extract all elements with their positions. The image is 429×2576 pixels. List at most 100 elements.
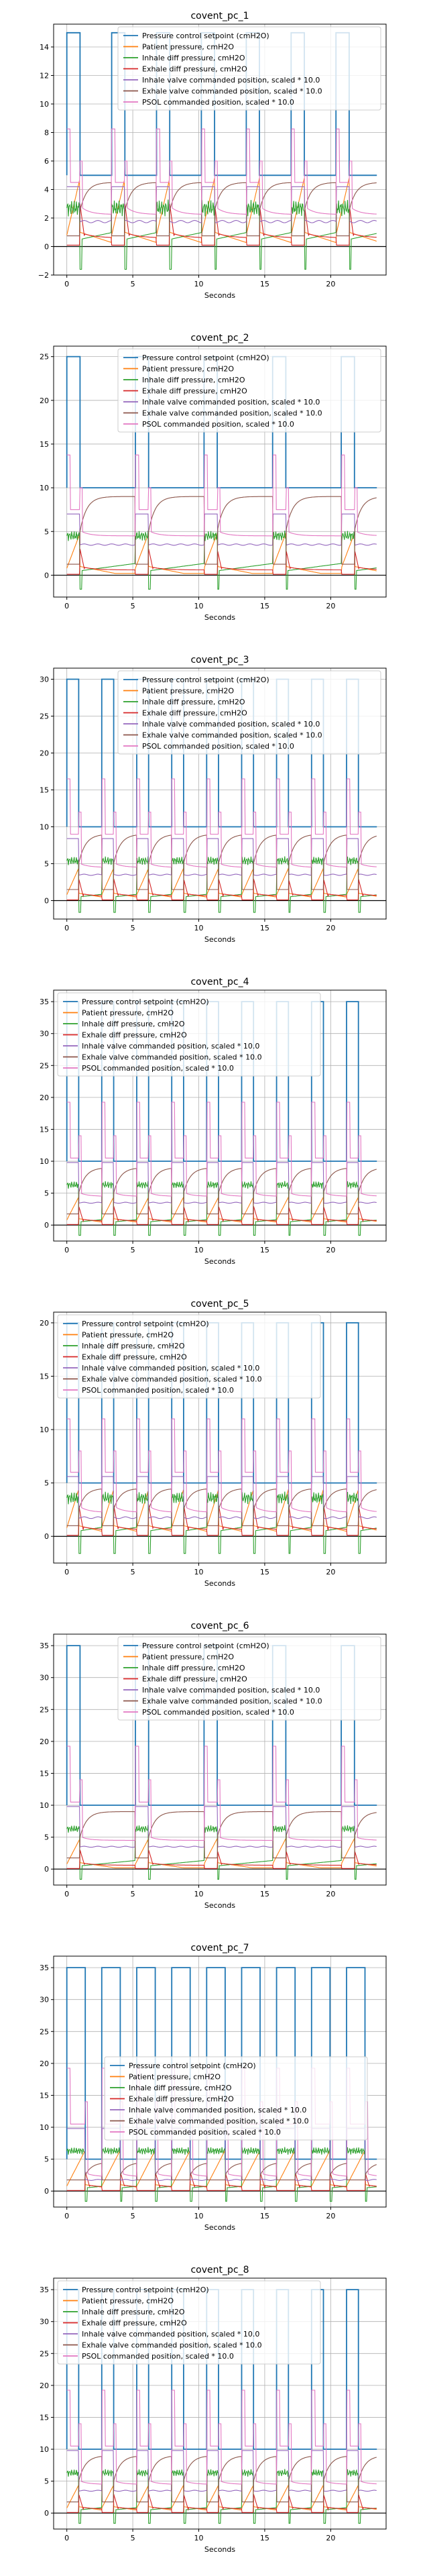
chart-panel: covent_pc_8 0 5 10 15 20 0 5 10 15 20 25 30 35 Seconds… bbox=[40, 2265, 387, 2554]
series-line-inval bbox=[66, 838, 377, 876]
series-line-inval bbox=[66, 1162, 377, 1204]
x-tick-label: 10 bbox=[194, 280, 204, 288]
x-tick-label: 5 bbox=[131, 1246, 135, 1254]
legend-entry: Pressure control setpoint (cmH2O) bbox=[82, 1320, 209, 1328]
y-tick-label: 2 bbox=[44, 214, 49, 223]
x-tick-label: 10 bbox=[194, 1890, 204, 1898]
y-tick-label: 10 bbox=[40, 2445, 49, 2454]
series-line-exhale bbox=[66, 1504, 377, 1536]
chart-panel: covent_pc_2 0 5 10 15 20 0 5 10 15 20 25 Seconds Pres… bbox=[40, 333, 387, 622]
x-axis-label: Seconds bbox=[204, 1579, 235, 1588]
y-tick-label: 10 bbox=[40, 1801, 49, 1810]
series-line-exval bbox=[66, 182, 377, 237]
y-tick-label: 25 bbox=[40, 2027, 49, 2036]
y-tick-label: 0 bbox=[44, 243, 49, 252]
legend-entry: Pressure control setpoint (cmH2O) bbox=[142, 676, 269, 684]
x-tick-label: 15 bbox=[260, 602, 269, 610]
chart-title: covent_pc_4 bbox=[190, 977, 249, 987]
legend-box bbox=[117, 1636, 381, 1721]
y-tick-label: 10 bbox=[40, 100, 49, 109]
y-tick-label: 10 bbox=[40, 1157, 49, 1166]
y-tick-label: 12 bbox=[40, 72, 49, 80]
legend-entry: Inhale diff pressure, cmH2O bbox=[82, 2308, 185, 2316]
plot-frame bbox=[53, 1633, 387, 1886]
y-tick-label: 35 bbox=[40, 1964, 49, 1972]
y-tick-label: 5 bbox=[44, 527, 49, 536]
legend-entry: Exhale diff pressure, cmH2O bbox=[142, 387, 247, 396]
legend-entry: Exhale diff pressure, cmH2O bbox=[142, 65, 247, 74]
y-tick-label: 10 bbox=[40, 823, 49, 832]
y-tick-label: 20 bbox=[40, 2381, 49, 2390]
y-tick-label: 15 bbox=[40, 1125, 49, 1134]
legend-entry: Pressure control setpoint (cmH2O) bbox=[82, 998, 209, 1006]
legend-entry: Pressure control setpoint (cmH2O) bbox=[82, 2286, 209, 2294]
y-tick-label: 35 bbox=[40, 2286, 49, 2294]
legend-entry: Inhale valve commanded position, scaled … bbox=[82, 1364, 259, 1373]
y-tick-label: 15 bbox=[40, 2091, 49, 2100]
series-line-inhale bbox=[66, 856, 377, 913]
chart-panel: covent_pc_3 0 5 10 15 20 0 5 10 15 20 25 30 Seconds Pr… bbox=[40, 655, 387, 944]
x-axis-label: Seconds bbox=[204, 291, 235, 300]
legend-entry: Inhale valve commanded position, scaled … bbox=[142, 1686, 320, 1695]
y-tick-label: 30 bbox=[40, 1030, 49, 1038]
series-line-exval bbox=[66, 496, 377, 565]
y-tick-label: 20 bbox=[40, 396, 49, 405]
series-line-setpoint bbox=[66, 1967, 377, 2160]
y-tick-label: 20 bbox=[40, 1093, 49, 1102]
legend-entry: Inhale valve commanded position, scaled … bbox=[142, 720, 320, 729]
x-tick-label: 15 bbox=[260, 1246, 269, 1254]
x-tick-label: 10 bbox=[194, 1246, 204, 1254]
x-tick-label: 0 bbox=[64, 2534, 69, 2542]
chart-title: covent_pc_1 bbox=[190, 11, 249, 21]
legend-entry: Exhale valve commanded position, scaled … bbox=[82, 1375, 262, 1384]
legend-entry: Exhale diff pressure, cmH2O bbox=[142, 1675, 247, 1684]
x-tick-label: 15 bbox=[260, 1568, 269, 1576]
y-tick-label: 5 bbox=[44, 860, 49, 869]
x-tick-label: 10 bbox=[194, 924, 204, 932]
x-tick-label: 5 bbox=[131, 924, 135, 932]
legend-entry: Pressure control setpoint (cmH2O) bbox=[129, 2061, 256, 2070]
x-axis-label: Seconds bbox=[204, 2223, 235, 2232]
x-axis-label: Seconds bbox=[204, 613, 235, 622]
legend-entry: Exhale valve commanded position, scaled … bbox=[142, 87, 322, 96]
legend-entry: Patient pressure, cmH2O bbox=[142, 687, 234, 696]
legend-entry: Patient pressure, cmH2O bbox=[142, 1653, 234, 1662]
chart-panel: covent_pc_7 0 5 10 15 20 0 5 10 15 20 25 30 35 Seconds… bbox=[40, 1943, 387, 2232]
x-tick-label: 20 bbox=[326, 924, 335, 932]
legend-box bbox=[117, 348, 381, 433]
x-tick-label: 0 bbox=[64, 2212, 69, 2220]
series-line-psol bbox=[66, 2390, 377, 2485]
legend-entry: Inhale valve commanded position, scaled … bbox=[142, 76, 320, 85]
series-line-inhale bbox=[66, 1825, 377, 1880]
x-tick-label: 5 bbox=[131, 1890, 135, 1898]
y-tick-label: 20 bbox=[40, 2059, 49, 2068]
x-axis-label: Seconds bbox=[204, 2545, 235, 2554]
legend-box bbox=[57, 2280, 321, 2365]
legend-entry: Inhale diff pressure, cmH2O bbox=[129, 2084, 232, 2092]
legend-entry: PSOL commanded position, scaled * 10.0 bbox=[142, 420, 294, 429]
y-tick-label: 5 bbox=[44, 2477, 49, 2486]
x-tick-label: 0 bbox=[64, 1568, 69, 1576]
series-line-psol bbox=[66, 778, 377, 868]
legend-entry: Inhale diff pressure, cmH2O bbox=[82, 1342, 185, 1350]
series-line-exval bbox=[66, 2163, 377, 2181]
legend-box bbox=[117, 670, 381, 755]
x-tick-label: 20 bbox=[326, 280, 335, 288]
chart-title: covent_pc_3 bbox=[190, 655, 249, 665]
y-tick-label: 14 bbox=[40, 43, 49, 52]
x-tick-label: 10 bbox=[194, 602, 204, 610]
chart-panel: covent_pc_5 0 5 10 15 20 0 5 10 15 20 Seconds Pressu… bbox=[40, 1299, 387, 1588]
legend-entry: Exhale valve commanded position, scaled … bbox=[129, 2117, 309, 2126]
y-tick-label: 35 bbox=[40, 998, 49, 1006]
y-tick-label: 20 bbox=[40, 1737, 49, 1746]
legend-entry: Pressure control setpoint (cmH2O) bbox=[142, 354, 269, 362]
legend-entry: Pressure control setpoint (cmH2O) bbox=[142, 32, 269, 40]
series-line-exhale bbox=[66, 2171, 377, 2191]
series-line-psol bbox=[66, 1746, 377, 1841]
x-tick-label: 15 bbox=[260, 924, 269, 932]
x-tick-label: 10 bbox=[194, 1568, 204, 1576]
x-tick-label: 5 bbox=[131, 280, 135, 288]
y-tick-label: 15 bbox=[40, 1769, 49, 1778]
y-tick-label: 25 bbox=[40, 712, 49, 721]
